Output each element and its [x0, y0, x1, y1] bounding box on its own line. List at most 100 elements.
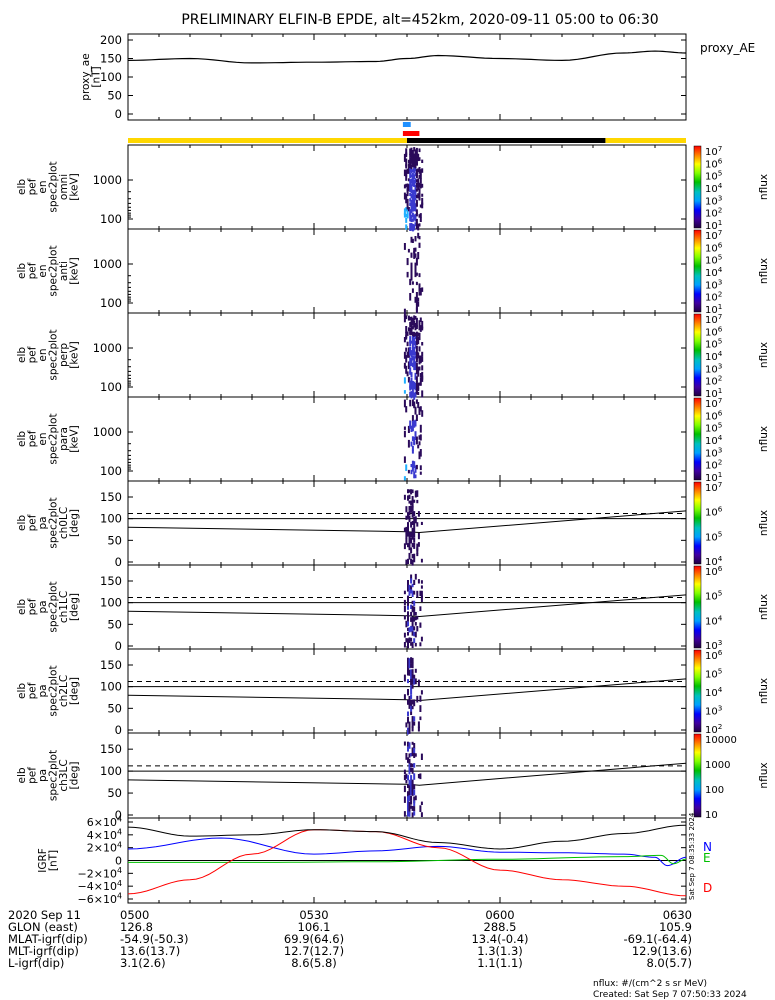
pitch-2-pixel-8-7 — [416, 695, 419, 703]
pitch-0-pixel-1-7 — [405, 526, 408, 534]
ae-ytick-4-label: 0 — [115, 107, 122, 121]
colorbar-1-tick-6: 101 — [705, 302, 722, 316]
pitch-1-pixel-5-6 — [411, 605, 414, 613]
colorbar-0-unit: nflux — [758, 174, 770, 200]
pitch-3-pixel-2-1 — [407, 746, 409, 752]
pitch-0-pixel-11-13 — [420, 558, 423, 563]
pitch-3-pixel-4-7 — [410, 780, 413, 788]
energy-2-pixel-7-15 — [413, 392, 416, 400]
colorbar-3-tick-5: 102 — [705, 458, 722, 472]
pitch-0-pixel-8-10 — [416, 543, 419, 551]
energy-3-pixel-11-2 — [418, 411, 421, 415]
pitch-3-pixel-3-3 — [408, 758, 411, 766]
energy-0-pixel-6-5 — [411, 172, 414, 180]
pitch-0-axis-label-line-1: pef — [26, 514, 38, 531]
pitch-2-pixel-4-4 — [410, 678, 413, 686]
colorbar-1-tick-2-exponent: 5 — [718, 253, 723, 262]
pitch-0-pixel-1-9 — [405, 538, 408, 545]
energy-2-pixel-11-6 — [418, 346, 421, 352]
energy-0-pixel-7-5 — [413, 174, 416, 180]
pitch-1-pixel-5-8 — [411, 616, 414, 622]
ae-ytick-2-label: 100 — [100, 70, 122, 84]
energy-2-pixel-10-8 — [417, 355, 420, 359]
colorbar-7-tick-0-base: 10000 — [705, 735, 737, 746]
pitch-2-pixel-0-3 — [403, 674, 406, 682]
igrf-ytick-1-label-exponent: 4 — [117, 827, 122, 836]
energy-2-pixel-3-2 — [407, 327, 410, 332]
igrf-legend-N: N — [703, 840, 712, 854]
colorbar-4-unit: nflux — [758, 510, 770, 536]
energy-2-pixel-9-5 — [415, 341, 418, 345]
colorbar-2-tick-2: 105 — [705, 337, 722, 351]
colorbar-1-tick-6-exponent: 1 — [718, 302, 723, 311]
energy-3-pixel-9-0 — [415, 399, 418, 404]
pitch-3-pixel-4-5 — [410, 767, 413, 772]
pitch-3-ytick-1-label: 100 — [100, 764, 122, 778]
colorbar-6-tick-4-exponent: 2 — [718, 722, 723, 731]
pitch-3-pixel-0-6 — [403, 774, 406, 781]
pitch-2-ytick-1-label: 100 — [100, 680, 122, 694]
energy-2-pixel-4-7 — [409, 351, 412, 356]
energy-3-pixel-9-13 — [415, 464, 418, 470]
pitch-2-pixel-5-0 — [411, 657, 414, 664]
colorbar-7-tick-1: 1000 — [705, 760, 730, 771]
pitch-3-pixel-2-12 — [407, 807, 409, 814]
igrf-ytick-5-label: −4×104 — [78, 879, 122, 893]
colorbar-3-tick-5-base: 10 — [705, 461, 718, 472]
pitch-1-pixel-10-6 — [419, 606, 422, 611]
energy-3-pixel-5-5 — [410, 425, 413, 432]
pitch-3-pixel-5-13 — [411, 812, 414, 818]
ae-legend: proxy_AE — [700, 41, 755, 55]
pitch-3-pixel-5-1 — [411, 747, 414, 754]
colorbar-5-tick-1: 105 — [705, 589, 722, 603]
energy-0-pixel-4-5 — [409, 172, 412, 179]
energy-1-ytick-100-label: 100 — [100, 296, 122, 310]
pitch-2-pixel-6-4 — [413, 678, 416, 685]
pitch-0-pixel-5-6 — [411, 520, 414, 525]
pitch-1-pixel-11-2 — [420, 585, 423, 589]
pitch-1-pixel-6-1 — [413, 579, 416, 585]
energy-3-pixel-4-5 — [409, 425, 412, 429]
colorbar-3-tick-2-base: 10 — [705, 424, 718, 435]
pitch-1-pixel-10-3 — [419, 590, 422, 596]
energy-2-pixel-13-10 — [421, 365, 424, 371]
pitch-1-pixel-2-4 — [407, 595, 409, 602]
colorbar-5-tick-3-base: 10 — [705, 641, 718, 652]
energy-3-pixel-7-12 — [413, 461, 416, 465]
igrf-ytick-4-label: −2×104 — [78, 866, 122, 880]
pitch-1-axis-label-line-3: spec2plot — [47, 581, 59, 632]
energy-0-pixel-5-3 — [410, 164, 413, 170]
colorbar-0-tick-6: 101 — [705, 218, 722, 232]
energy-0-pixel-7-14 — [413, 217, 416, 221]
energy-1-pixel-2-5 — [406, 258, 409, 266]
colorbar-6-tick-3: 103 — [705, 704, 722, 718]
colorbar-6-tick-2-base: 10 — [705, 688, 718, 699]
energy-0-pixel-3-7 — [407, 184, 410, 192]
pitch-0-pixel-4-9 — [410, 537, 413, 544]
energy-2-pixel-3-6 — [407, 347, 410, 356]
pitch-1-pixel-8-3 — [416, 590, 419, 598]
pitch-0-pixel-1-3 — [405, 506, 408, 513]
pitch-3-pixel-1-7 — [405, 779, 408, 784]
ephemeris-row-3-value-1: 12.7(12.7) — [284, 944, 344, 958]
colorbar-2-tick-1-exponent: 6 — [718, 324, 723, 333]
energy-1-pixel-13-11 — [421, 287, 424, 292]
igrf-series-N — [127, 837, 687, 867]
colorbar-3-tick-5-exponent: 2 — [718, 458, 723, 467]
energy-3-pixel-10-0 — [417, 402, 420, 409]
pitch-0-ytick-1-label: 100 — [100, 512, 122, 526]
colorbar-1-tick-0: 107 — [705, 228, 722, 242]
energy-2-ytick-100-label: 100 — [100, 380, 122, 394]
energy-2-pixel-7-10 — [413, 366, 416, 371]
energy-0-pixel-8-11 — [414, 203, 417, 211]
colorbar-3-tick-6: 101 — [705, 470, 722, 484]
pitch-3-ytick-3-label: 0 — [115, 808, 122, 822]
energy-0-pixel-0-1 — [403, 153, 406, 162]
energy-2-pixel-5-5 — [410, 340, 413, 344]
energy-2-pixel-3-10 — [407, 365, 410, 370]
energy-1-pixel-7-3 — [413, 247, 416, 254]
pitch-1-pixel-0-3 — [403, 590, 406, 595]
energy-2-pixel-8-9 — [414, 361, 417, 369]
energy-2-pixel-11-9 — [418, 360, 421, 365]
